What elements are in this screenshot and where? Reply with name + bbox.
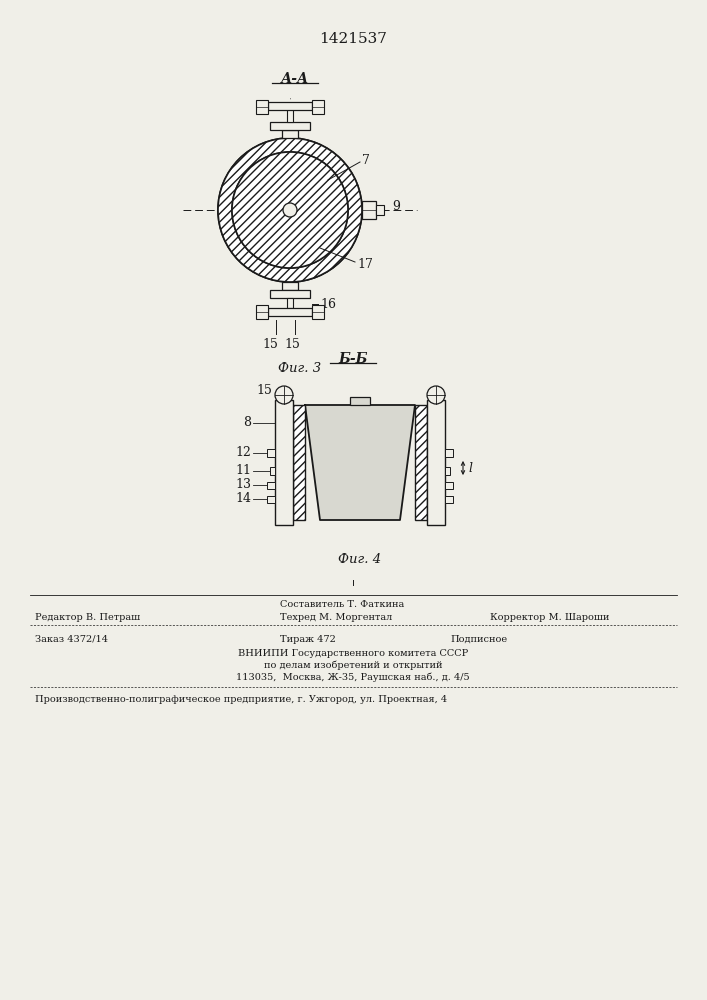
- Text: Техред М. Моргентал: Техред М. Моргентал: [280, 613, 392, 622]
- Text: 11: 11: [235, 464, 251, 478]
- Bar: [293, 405, 305, 520]
- Bar: [256, 305, 268, 319]
- Text: l: l: [468, 462, 472, 475]
- Text: Заказ 4372/14: Заказ 4372/14: [35, 635, 108, 644]
- Text: Составитель Т. Фаткина: Составитель Т. Фаткина: [280, 600, 404, 609]
- Text: 1421537: 1421537: [319, 32, 387, 46]
- Text: Производственно-полиграфическое предприятие, г. Ужгород, ул. Проектная, 4: Производственно-полиграфическое предприя…: [35, 695, 447, 704]
- Circle shape: [232, 152, 348, 268]
- Text: 113035,  Москва, Ж-35, Раушская наб., д. 4/5: 113035, Москва, Ж-35, Раушская наб., д. …: [236, 673, 470, 682]
- Bar: [268, 308, 312, 316]
- Bar: [445, 467, 450, 475]
- Text: А-А: А-А: [281, 72, 309, 86]
- Text: Тираж 472: Тираж 472: [280, 635, 336, 644]
- Text: 8: 8: [243, 416, 251, 430]
- Text: Редактор В. Петраш: Редактор В. Петраш: [35, 613, 140, 622]
- Bar: [427, 400, 445, 525]
- Text: 14: 14: [235, 492, 251, 506]
- Bar: [312, 100, 324, 114]
- Bar: [445, 496, 453, 503]
- Bar: [282, 130, 298, 138]
- Text: Фиг. 3: Фиг. 3: [279, 362, 322, 375]
- Text: Б-Б: Б-Б: [338, 352, 368, 366]
- Circle shape: [427, 386, 445, 404]
- Bar: [312, 305, 324, 319]
- Bar: [270, 290, 310, 298]
- Bar: [415, 405, 427, 520]
- Text: ВНИИПИ Государственного комитета СССР: ВНИИПИ Государственного комитета СССР: [238, 649, 468, 658]
- Bar: [267, 482, 275, 489]
- Bar: [445, 449, 453, 457]
- Bar: [445, 482, 453, 489]
- Bar: [376, 205, 384, 215]
- Bar: [287, 108, 293, 122]
- Bar: [362, 201, 376, 219]
- Bar: [350, 397, 370, 405]
- Bar: [287, 298, 293, 308]
- Circle shape: [275, 386, 293, 404]
- Text: 7: 7: [362, 153, 370, 166]
- Bar: [267, 449, 275, 457]
- Text: Фиг. 4: Фиг. 4: [339, 553, 382, 566]
- Circle shape: [218, 138, 362, 282]
- Bar: [256, 100, 268, 114]
- Bar: [270, 122, 310, 130]
- Text: по делам изобретений и открытий: по делам изобретений и открытий: [264, 661, 443, 670]
- Bar: [267, 496, 275, 503]
- Bar: [275, 400, 293, 525]
- Polygon shape: [305, 405, 415, 520]
- Bar: [282, 282, 298, 290]
- Text: 15: 15: [284, 338, 300, 351]
- Circle shape: [283, 203, 297, 217]
- Text: 15: 15: [262, 338, 278, 351]
- Text: 12: 12: [235, 446, 251, 460]
- Text: 13: 13: [235, 479, 251, 491]
- Bar: [268, 102, 312, 110]
- Text: 15: 15: [256, 384, 272, 397]
- Text: Корректор М. Шароши: Корректор М. Шароши: [490, 613, 609, 622]
- Text: 9: 9: [392, 200, 400, 213]
- Text: 17: 17: [357, 257, 373, 270]
- Text: Подписное: Подписное: [450, 635, 507, 644]
- Bar: [270, 467, 275, 475]
- Text: 16: 16: [320, 298, 336, 310]
